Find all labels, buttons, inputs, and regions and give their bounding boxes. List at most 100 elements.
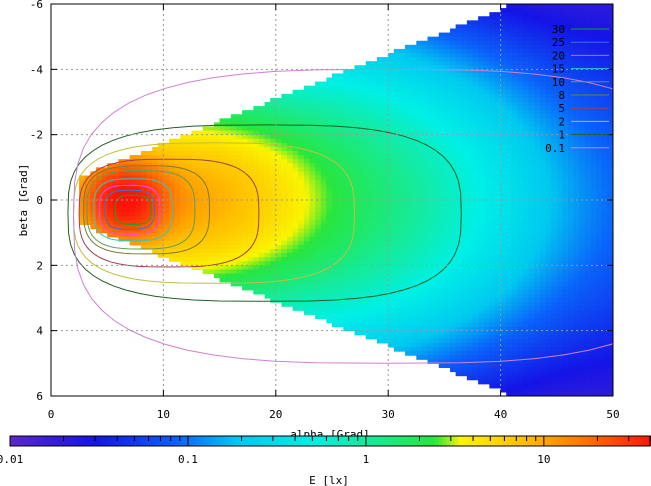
heatmap-cell [466, 73, 474, 79]
heatmap-cell [393, 187, 401, 193]
heatmap-cell [388, 277, 395, 283]
heatmap-cell [528, 367, 535, 373]
heatmap-cell [275, 208, 283, 213]
heatmap-cell [455, 330, 462, 336]
heatmap-cell [332, 228, 339, 234]
heatmap-cell [556, 187, 564, 193]
heatmap-cell [511, 224, 519, 230]
heatmap-cell [247, 273, 254, 279]
heatmap-cell [438, 97, 445, 103]
heatmap-cell [461, 265, 468, 271]
heatmap-cell [478, 53, 485, 58]
heatmap-cell [511, 310, 519, 315]
heatmap-cell [545, 281, 552, 287]
heatmap-cell [343, 191, 350, 197]
heatmap-cell [371, 118, 378, 124]
heatmap-cell [287, 265, 294, 271]
heatmap-cell [348, 191, 356, 197]
heatmap-cell [315, 171, 322, 177]
heatmap-cell [376, 244, 384, 250]
heatmap-cell [517, 224, 524, 230]
heatmap-cell [332, 322, 339, 328]
heatmap-cell [421, 253, 429, 258]
heatmap-cell [478, 134, 485, 140]
heatmap-cell [376, 77, 384, 83]
heatmap-cell [556, 273, 564, 279]
heatmap-cell [534, 375, 541, 381]
heatmap-cell [230, 244, 238, 250]
heatmap-cell [191, 244, 198, 250]
heatmap-cell [416, 187, 423, 193]
heatmap-cell [399, 269, 406, 275]
heatmap-cell [483, 265, 490, 271]
heatmap-cell [343, 130, 350, 136]
heatmap-cell [421, 314, 429, 320]
heatmap-cell [213, 146, 221, 152]
heatmap-cell [523, 216, 530, 222]
heatmap-cell [455, 69, 462, 75]
heatmap-cell [365, 249, 372, 254]
heatmap-cell [523, 40, 530, 46]
heatmap-cell [494, 347, 502, 352]
heatmap-cell [376, 261, 384, 266]
heatmap-cell [444, 351, 451, 356]
heatmap-cell [545, 159, 552, 164]
heatmap-cell [376, 285, 384, 291]
heatmap-cell [174, 146, 181, 152]
heatmap-cell [545, 28, 552, 34]
heatmap-cell [225, 212, 232, 217]
heatmap-cell [450, 183, 457, 189]
heatmap-cell [494, 110, 502, 115]
heatmap-cell [242, 269, 249, 275]
heatmap-cell [494, 77, 502, 83]
heatmap-cell [365, 77, 372, 83]
heatmap-cell [450, 326, 457, 332]
heatmap-cell [174, 163, 181, 168]
heatmap-cell [444, 269, 451, 275]
heatmap-cell [466, 126, 474, 132]
heatmap-cell [292, 204, 299, 209]
heatmap-cell [191, 257, 198, 262]
heatmap-cell [438, 306, 445, 311]
heatmap-cell [399, 342, 406, 348]
heatmap-cell [421, 48, 429, 54]
heatmap-cell [433, 183, 440, 189]
heatmap-cell [489, 97, 496, 103]
heatmap-cell [427, 330, 434, 336]
heatmap-cell [399, 285, 406, 291]
heatmap-cell [365, 106, 372, 111]
heatmap-cell [534, 122, 541, 128]
heatmap-cell [534, 261, 541, 266]
heatmap-cell [393, 289, 401, 295]
heatmap-cell [556, 36, 564, 42]
heatmap-cell [242, 265, 249, 271]
heatmap-cell [551, 391, 558, 396]
heatmap-cell [528, 85, 535, 91]
heatmap-cell [236, 200, 243, 205]
heatmap-cell [354, 118, 361, 124]
heatmap-cell [472, 334, 479, 340]
heatmap-cell [270, 114, 277, 119]
heatmap-cell [506, 65, 513, 70]
heatmap-cell [506, 273, 513, 279]
heatmap-cell [562, 4, 569, 9]
heatmap-cell [202, 134, 209, 140]
heatmap-cell [326, 106, 333, 111]
heatmap-cell [371, 167, 378, 173]
heatmap-cell [163, 224, 170, 230]
heatmap-cell [545, 126, 552, 132]
heatmap-cell [494, 106, 502, 111]
heatmap-cell [455, 118, 462, 124]
heatmap-cell [523, 195, 530, 201]
heatmap-cell [242, 179, 249, 185]
heatmap-cell [185, 163, 193, 168]
heatmap-cell [382, 138, 389, 144]
heatmap-cell [438, 118, 445, 124]
heatmap-cell [511, 257, 519, 262]
heatmap-cell [416, 167, 423, 173]
heatmap-cell [253, 195, 260, 201]
heatmap-cell [405, 130, 412, 136]
heatmap-cell [427, 224, 434, 230]
heatmap-cell [551, 277, 558, 283]
heatmap-cell [236, 220, 243, 226]
